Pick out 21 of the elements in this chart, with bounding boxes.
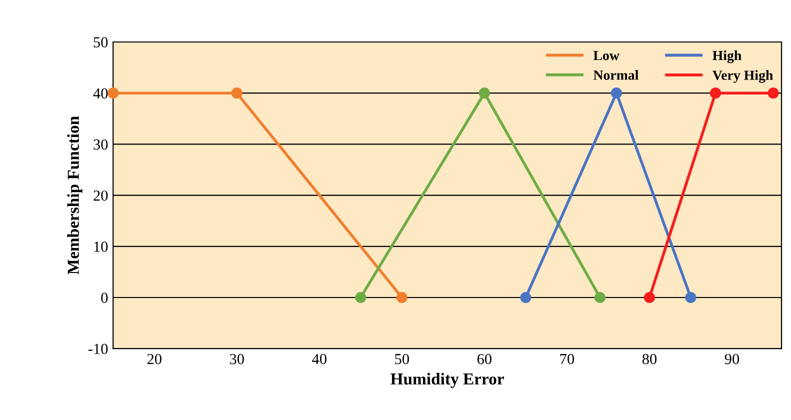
y-tick-label: 0	[101, 292, 108, 303]
x-tick-label: 60	[477, 354, 492, 364]
legend-label: Very High	[712, 70, 773, 83]
y-axis-title: Membership Function	[67, 116, 82, 274]
legend-label: Low	[593, 50, 620, 60]
y-tick-label: 50	[94, 37, 108, 48]
legend-label: Normal	[593, 70, 638, 80]
x-tick-label: 40	[312, 354, 326, 364]
x-tick-label: 30	[230, 354, 244, 364]
x-tick-label: 70	[560, 354, 574, 364]
y-tick-label: 30	[94, 139, 108, 150]
x-tick-label: 20	[147, 354, 162, 364]
y-tick-label: -10	[88, 344, 108, 354]
x-tick-label: 80	[642, 354, 657, 364]
x-axis-title: Humidity Error	[390, 372, 504, 388]
legend-label: High	[712, 50, 742, 64]
x-tick-label: 50	[395, 354, 409, 364]
y-tick-label: 40	[93, 88, 108, 99]
x-tick-label: 90	[724, 354, 740, 364]
y-tick-label: 20	[94, 190, 108, 201]
y-tick-label: 10	[94, 242, 108, 252]
